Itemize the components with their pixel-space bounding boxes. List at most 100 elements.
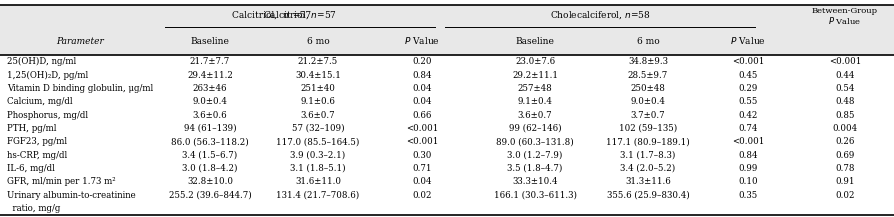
Text: 0.91: 0.91 — [835, 177, 855, 186]
Text: 3.4 (2.0–5.2): 3.4 (2.0–5.2) — [620, 164, 676, 173]
Text: 28.5±9.7: 28.5±9.7 — [628, 71, 668, 79]
Text: Cholecalciferol, $n$=58: Cholecalciferol, $n$=58 — [550, 9, 650, 21]
Text: <0.001: <0.001 — [406, 124, 438, 133]
Text: 94 (61–139): 94 (61–139) — [183, 124, 236, 133]
Text: GFR, ml/min per 1.73 m²: GFR, ml/min per 1.73 m² — [7, 177, 115, 186]
Text: 30.4±15.1: 30.4±15.1 — [295, 71, 341, 79]
Text: 86.0 (56.3–118.2): 86.0 (56.3–118.2) — [171, 137, 249, 146]
Text: 57 (32–109): 57 (32–109) — [291, 124, 344, 133]
Text: ratio, mg/g: ratio, mg/g — [7, 204, 61, 213]
Text: Calcium, mg/dl: Calcium, mg/dl — [7, 97, 72, 106]
Text: 0.004: 0.004 — [832, 124, 857, 133]
Text: 0.54: 0.54 — [835, 84, 855, 93]
Text: Parameter: Parameter — [56, 36, 104, 46]
Text: 9.0±0.4: 9.0±0.4 — [192, 97, 227, 106]
Text: 0.20: 0.20 — [412, 57, 432, 66]
Text: 3.6±0.7: 3.6±0.7 — [518, 110, 552, 120]
Text: FGF23, pg/ml: FGF23, pg/ml — [7, 137, 67, 146]
Text: Calcitriol,: Calcitriol, — [232, 10, 280, 20]
Text: 21.7±7.7: 21.7±7.7 — [190, 57, 230, 66]
Text: 117.0 (85.5–164.5): 117.0 (85.5–164.5) — [276, 137, 359, 146]
Text: Vitamin D binding globulin, μg/ml: Vitamin D binding globulin, μg/ml — [7, 84, 153, 93]
Text: 0.02: 0.02 — [835, 191, 855, 199]
Text: 34.8±9.3: 34.8±9.3 — [628, 57, 668, 66]
Text: Calcitriol, $n$=57: Calcitriol, $n$=57 — [263, 9, 337, 21]
Text: $P$ Value: $P$ Value — [730, 36, 766, 46]
Text: 31.6±11.0: 31.6±11.0 — [295, 177, 341, 186]
Text: IL-6, mg/dl: IL-6, mg/dl — [7, 164, 55, 173]
Text: 29.4±11.2: 29.4±11.2 — [187, 71, 233, 79]
Text: 9.1±0.4: 9.1±0.4 — [518, 97, 552, 106]
Text: 263±46: 263±46 — [193, 84, 227, 93]
Text: 0.04: 0.04 — [412, 177, 432, 186]
Text: 0.84: 0.84 — [412, 71, 432, 79]
Text: <0.001: <0.001 — [732, 57, 764, 66]
Text: 0.04: 0.04 — [412, 84, 432, 93]
Text: 0.45: 0.45 — [738, 71, 758, 79]
Text: 25(OH)D, ng/ml: 25(OH)D, ng/ml — [7, 57, 76, 66]
Bar — [0, 5, 894, 55]
Text: 99 (62–146): 99 (62–146) — [509, 124, 561, 133]
Text: Phosphorus, mg/dl: Phosphorus, mg/dl — [7, 110, 89, 120]
Text: 33.3±10.4: 33.3±10.4 — [512, 177, 558, 186]
Text: 0.66: 0.66 — [412, 110, 432, 120]
Text: 32.8±10.0: 32.8±10.0 — [187, 177, 233, 186]
Text: 6 mo: 6 mo — [637, 36, 660, 46]
Text: 0.04: 0.04 — [412, 97, 432, 106]
Text: 0.26: 0.26 — [835, 137, 855, 146]
Text: 0.30: 0.30 — [412, 151, 432, 159]
Text: 251±40: 251±40 — [300, 84, 335, 93]
Text: 0.44: 0.44 — [835, 71, 855, 79]
Text: Baseline: Baseline — [516, 36, 554, 46]
Text: 3.1 (1.8–5.1): 3.1 (1.8–5.1) — [291, 164, 346, 173]
Text: 3.7±0.7: 3.7±0.7 — [630, 110, 665, 120]
Text: Baseline: Baseline — [190, 36, 230, 46]
Text: $P$ Value: $P$ Value — [404, 36, 440, 46]
Text: 117.1 (80.9–189.1): 117.1 (80.9–189.1) — [606, 137, 690, 146]
Text: 0.35: 0.35 — [738, 191, 757, 199]
Text: 21.2±7.5: 21.2±7.5 — [298, 57, 338, 66]
Text: $P$ Value: $P$ Value — [829, 15, 862, 26]
Text: 0.29: 0.29 — [738, 84, 758, 93]
Text: 0.78: 0.78 — [835, 164, 855, 173]
Text: Urinary albumin-to-creatinine: Urinary albumin-to-creatinine — [7, 191, 136, 199]
Text: 0.69: 0.69 — [835, 151, 855, 159]
Text: 102 (59–135): 102 (59–135) — [619, 124, 677, 133]
Text: 3.1 (1.7–8.3): 3.1 (1.7–8.3) — [620, 151, 676, 159]
Text: =57: =57 — [292, 10, 311, 20]
Text: 3.0 (1.8–4.2): 3.0 (1.8–4.2) — [182, 164, 238, 173]
Text: hs-CRP, mg/dl: hs-CRP, mg/dl — [7, 151, 67, 159]
Text: 0.48: 0.48 — [835, 97, 855, 106]
Text: 0.74: 0.74 — [738, 124, 758, 133]
Text: 29.2±11.1: 29.2±11.1 — [512, 71, 558, 79]
Text: 0.10: 0.10 — [738, 177, 758, 186]
Text: 3.9 (0.3–2.1): 3.9 (0.3–2.1) — [291, 151, 346, 159]
Text: 3.0 (1.2–7.9): 3.0 (1.2–7.9) — [507, 151, 562, 159]
Text: 1,25(OH)₂D, pg/ml: 1,25(OH)₂D, pg/ml — [7, 71, 89, 80]
Text: 250±48: 250±48 — [630, 84, 665, 93]
Text: 0.85: 0.85 — [835, 110, 855, 120]
Text: PTH, pg/ml: PTH, pg/ml — [7, 124, 56, 133]
Text: 0.99: 0.99 — [738, 164, 758, 173]
Text: <0.001: <0.001 — [732, 137, 764, 146]
Text: 0.84: 0.84 — [738, 151, 758, 159]
Text: 355.6 (25.9–830.4): 355.6 (25.9–830.4) — [607, 191, 689, 199]
Text: 0.02: 0.02 — [412, 191, 432, 199]
Text: 3.6±0.6: 3.6±0.6 — [193, 110, 227, 120]
Text: 23.0±7.6: 23.0±7.6 — [515, 57, 555, 66]
Text: 257±48: 257±48 — [518, 84, 552, 93]
Text: 255.2 (39.6–844.7): 255.2 (39.6–844.7) — [169, 191, 251, 199]
Text: <0.001: <0.001 — [406, 137, 438, 146]
Text: 166.1 (30.3–611.3): 166.1 (30.3–611.3) — [493, 191, 577, 199]
Text: n: n — [282, 10, 288, 20]
Text: 9.0±0.4: 9.0±0.4 — [630, 97, 665, 106]
Text: 0.71: 0.71 — [412, 164, 432, 173]
Text: 9.1±0.6: 9.1±0.6 — [300, 97, 335, 106]
Text: Between-Group: Between-Group — [812, 7, 878, 15]
Text: 89.0 (60.3–131.8): 89.0 (60.3–131.8) — [496, 137, 574, 146]
Text: 3.5 (1.8–4.7): 3.5 (1.8–4.7) — [507, 164, 562, 173]
Text: 31.3±11.6: 31.3±11.6 — [625, 177, 670, 186]
Text: 131.4 (21.7–708.6): 131.4 (21.7–708.6) — [276, 191, 359, 199]
Text: <0.001: <0.001 — [829, 57, 861, 66]
Text: 0.42: 0.42 — [738, 110, 758, 120]
